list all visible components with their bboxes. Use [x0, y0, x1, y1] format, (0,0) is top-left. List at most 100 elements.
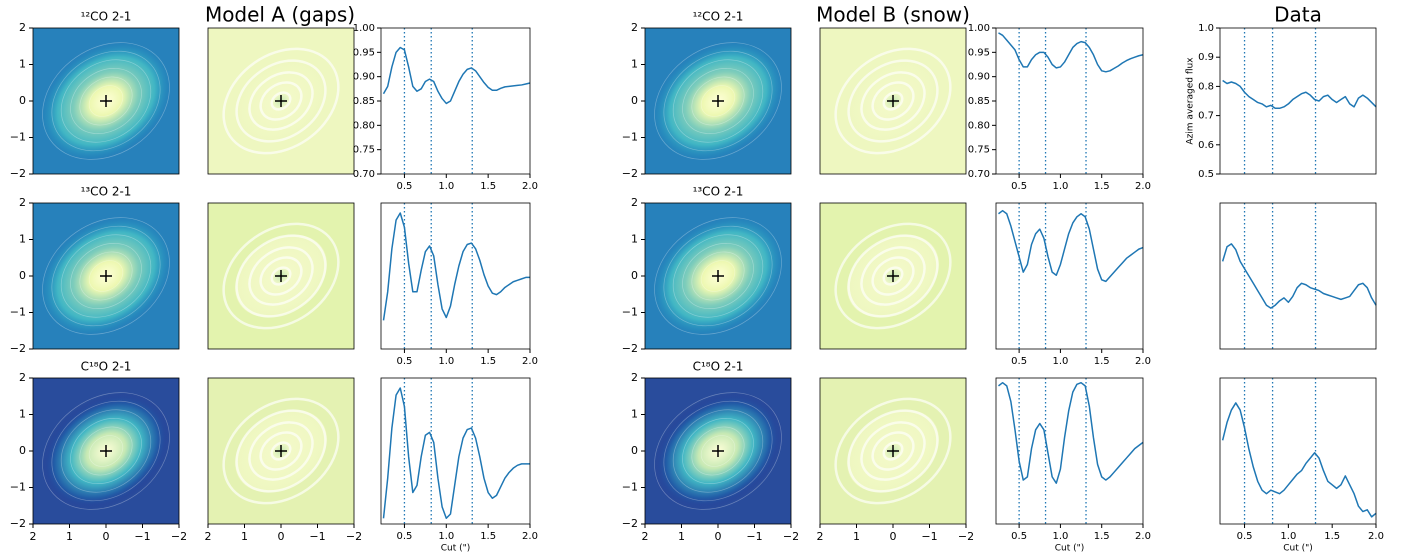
- x-tick-label: 0: [890, 530, 897, 543]
- map-contour: [672, 409, 764, 493]
- center-marker: [100, 445, 112, 457]
- y-tick-label: 1.00: [353, 23, 375, 34]
- plot-frame: [995, 202, 1144, 350]
- x-axis-label: Cut ("): [441, 544, 471, 554]
- map-ring: [871, 81, 915, 121]
- map-contour: [60, 409, 152, 493]
- y-tick-label: −2: [10, 517, 26, 530]
- map-title: ¹²CO 2-1: [81, 10, 132, 24]
- map-title: C¹⁸O 2-1: [81, 360, 132, 374]
- y-tick-label: 0.85: [968, 96, 990, 107]
- data-line: [1221, 243, 1377, 309]
- map-panel: 2 1 0 −1 −2: [205, 377, 362, 543]
- x-tick-label: 2: [30, 530, 37, 543]
- map-ring: [847, 409, 939, 493]
- y-tick-label: 0.95: [968, 47, 990, 58]
- x-tick-label: 1.5: [480, 181, 496, 192]
- y-tick-label: −2: [622, 517, 638, 530]
- x-tick-label: 0.5: [1011, 531, 1027, 542]
- x-tick-label: 2: [205, 530, 212, 543]
- y-tick-label: 0.8: [1198, 81, 1214, 92]
- y-tick-label: 0: [19, 94, 26, 107]
- y-tick-label: −2: [10, 167, 26, 180]
- map-contour: [60, 59, 152, 143]
- map-contour: [42, 392, 170, 510]
- y-tick-label: 0.70: [968, 169, 990, 180]
- y-tick-label: −2: [622, 167, 638, 180]
- y-tick-label: 0.7: [1198, 111, 1214, 122]
- map-contour: [663, 50, 773, 152]
- plot-frame: [1219, 377, 1377, 525]
- x-tick-label: 0.5: [1237, 531, 1253, 542]
- y-tick-label: 1: [631, 233, 638, 246]
- map-panel: 2 1 0 −1 −2: [10, 196, 180, 355]
- y-tick-label: 1.00: [968, 23, 990, 34]
- map-contour: [654, 392, 782, 510]
- map-ring: [235, 59, 327, 143]
- map-frame: [207, 202, 355, 350]
- x-tick-label: 1.0: [1052, 356, 1068, 367]
- map-panel: 2 1 0 −1 −2: [817, 377, 974, 543]
- x-tick-label: −1: [746, 530, 762, 543]
- y-tick-label: 2: [631, 21, 638, 34]
- x-tick-label: 0.5: [396, 531, 412, 542]
- x-tick-label: 0.5: [1011, 356, 1027, 367]
- map-ring: [235, 409, 327, 493]
- map-ring: [882, 91, 904, 111]
- x-tick-label: −1: [309, 530, 325, 543]
- map-panel: 2 1 0 −1 −2 2 1 0 −1 −2: [10, 371, 187, 543]
- x-tick-label: 1.0: [1052, 531, 1068, 542]
- y-tick-label: 0.75: [353, 145, 375, 156]
- map-panel: [819, 27, 967, 175]
- group-title: Model A (gaps): [205, 3, 355, 27]
- map-ring: [222, 47, 340, 155]
- center-marker: [887, 445, 899, 457]
- center-marker: [275, 270, 287, 282]
- center-marker: [712, 445, 724, 457]
- data-line: [382, 387, 530, 520]
- y-tick-label: 1.0: [1198, 23, 1214, 34]
- y-tick-label: 0: [19, 269, 26, 282]
- x-tick-label: 0.5: [396, 356, 412, 367]
- data-line: [998, 32, 1144, 73]
- plot-area: [1220, 378, 1376, 524]
- x-tick-label: 1.0: [1052, 181, 1068, 192]
- map-contour: [682, 243, 754, 309]
- x-tick-label: 0.5: [396, 181, 412, 192]
- y-tick-label: −1: [622, 481, 638, 494]
- map-ring: [834, 222, 952, 330]
- data-line: [382, 46, 531, 105]
- map-panel: [819, 202, 967, 350]
- x-tick-label: 2.0: [522, 356, 538, 367]
- y-tick-label: 0.6: [1198, 140, 1214, 151]
- x-tick-label: 2.0: [1135, 531, 1151, 542]
- map-frame: [207, 27, 355, 175]
- plot-area: [996, 28, 1143, 174]
- map-panel: 2 1 0 −1 −2: [622, 196, 792, 355]
- map-ring: [860, 421, 926, 481]
- map-ring: [860, 71, 926, 131]
- map-contour: [70, 68, 142, 134]
- map-ring: [270, 266, 292, 286]
- map-contour: [88, 435, 124, 467]
- x-tick-label: 1.5: [480, 356, 496, 367]
- map-contour: [654, 217, 782, 335]
- map-contour: [691, 76, 745, 126]
- x-tick-label: 0.5: [1011, 181, 1027, 192]
- map-contour: [700, 85, 736, 117]
- y-tick-label: 0.90: [968, 72, 990, 83]
- x-tick-label: 2.0: [1135, 356, 1151, 367]
- map-contour: [700, 260, 736, 292]
- y-tick-label: 0: [631, 94, 638, 107]
- x-tick-label: 1.5: [1324, 531, 1340, 542]
- map-ring: [871, 431, 915, 471]
- map-ring: [882, 266, 904, 286]
- x-tick-label: 1: [241, 530, 248, 543]
- map-contour: [682, 418, 754, 484]
- plot-frame: [1219, 27, 1377, 175]
- map-ring: [882, 441, 904, 461]
- plot-frame: [380, 202, 531, 350]
- plot-area: [381, 378, 530, 524]
- map-title: ¹³CO 2-1: [81, 185, 132, 199]
- map-contour: [79, 76, 133, 126]
